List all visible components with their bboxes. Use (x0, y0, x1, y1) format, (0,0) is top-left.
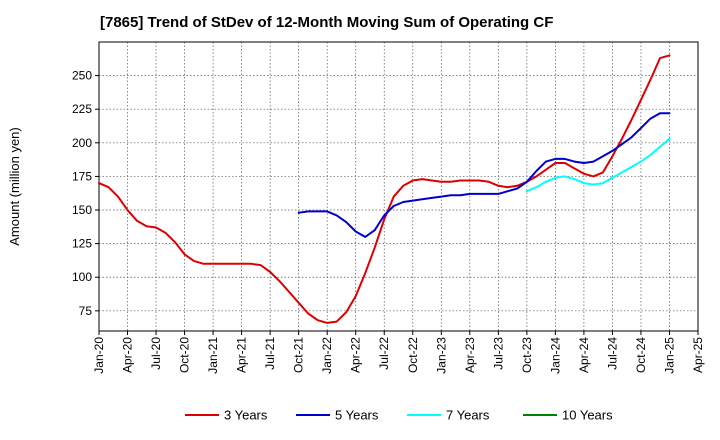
grid (98, 42, 699, 331)
x-tick-label: Jul-23 (491, 337, 505, 370)
legend-label: 7 Years (446, 408, 490, 423)
x-tick-label: Jul-22 (377, 337, 391, 370)
x-tick-label: Oct-20 (178, 337, 192, 373)
series-line-7-years (525, 137, 671, 193)
y-tick-label: 75 (79, 304, 93, 318)
y-tick-label: 100 (72, 270, 92, 284)
x-tick-label: Jan-25 (662, 337, 676, 374)
series-line-5-years (297, 112, 671, 238)
series-line-3-years (98, 54, 671, 324)
x-tick-label: Jan-24 (548, 337, 562, 374)
x-tick-label: Apr-20 (121, 337, 135, 373)
x-tick-label: Apr-21 (235, 337, 249, 373)
chart-title: [7865] Trend of StDev of 12-Month Moving… (100, 14, 554, 31)
x-tick-label: Jan-22 (320, 337, 334, 374)
y-tick-label: 200 (72, 136, 92, 150)
legend-label: 3 Years (224, 408, 268, 423)
x-tick-label: Jul-24 (605, 337, 619, 370)
x-tick-label: Apr-23 (463, 337, 477, 373)
plot-area (98, 41, 699, 332)
x-tick-label: Jan-23 (434, 337, 448, 374)
axis-ticks: 75 100 125 150 175 200 225 250 Jan-20 Apr-20 Jul-2… (72, 69, 705, 374)
x-tick-label: Apr-25 (691, 337, 705, 373)
legend-label: 10 Years (562, 408, 613, 423)
legend: 3 Years 5 Years 7 Years 10 Years (185, 408, 613, 423)
x-tick-label: Jul-20 (149, 337, 163, 370)
y-tick-label: 175 (72, 169, 92, 183)
y-tick-label: 125 (72, 237, 92, 251)
legend-label: 5 Years (335, 408, 379, 423)
x-tick-label: Jan-20 (92, 337, 106, 374)
x-tick-label: Oct-23 (520, 337, 534, 373)
y-axis-title: Amount (million yen) (7, 127, 22, 246)
series-lines (98, 54, 671, 324)
x-tick-label: Jan-21 (206, 337, 220, 374)
x-tick-label: Jul-21 (263, 337, 277, 370)
y-tick-label: 150 (72, 203, 92, 217)
y-tick-label: 250 (72, 69, 92, 83)
x-tick-label: Oct-22 (406, 337, 420, 373)
x-tick-label: Oct-21 (292, 337, 306, 373)
x-tick-label: Oct-24 (634, 337, 648, 373)
y-tick-label: 225 (72, 102, 92, 116)
x-tick-label: Apr-22 (349, 337, 363, 373)
x-tick-label: Apr-24 (577, 337, 591, 373)
